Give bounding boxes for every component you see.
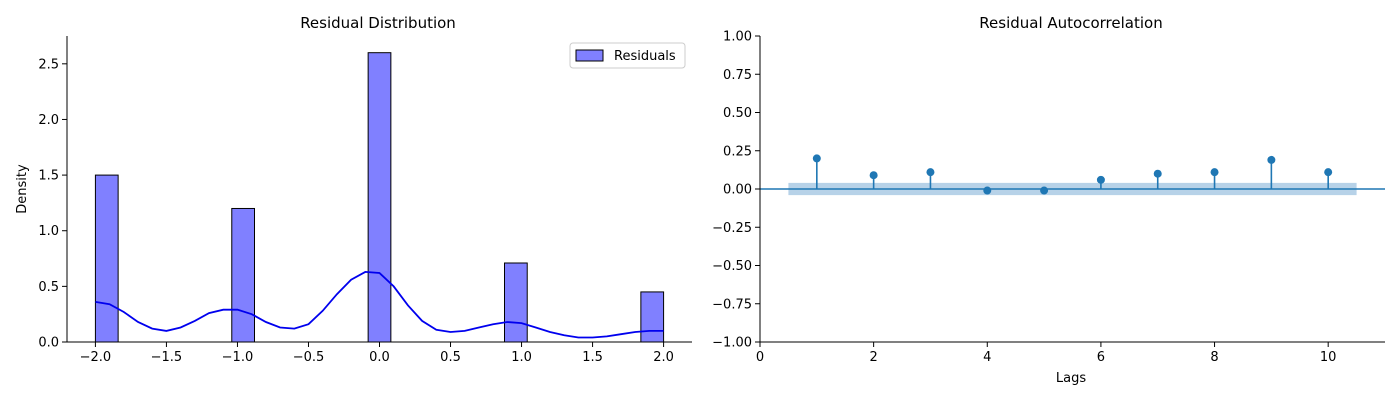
y-tick-label: 0.75 <box>723 68 752 83</box>
histogram-bar <box>94 174 119 343</box>
chart-title: Residual Autocorrelation <box>979 14 1162 32</box>
residual-distribution-chart: Residual Distribution Density −2.0 −1.5 −1… <box>15 14 692 365</box>
y-tick-label: 1.00 <box>723 30 752 45</box>
x-tick-label: 4 <box>983 350 991 365</box>
histogram-bar <box>640 291 665 343</box>
acf-marker <box>1153 169 1162 178</box>
y-tick-label: 0.50 <box>723 106 752 121</box>
x-tick-label: −1.0 <box>222 350 254 365</box>
y-tick-label: 1.0 <box>38 224 59 239</box>
acf-marker <box>926 168 935 177</box>
acf-marker <box>1267 155 1276 164</box>
y-tick-label: 0.0 <box>38 336 59 351</box>
x-tick-label: 6 <box>1097 350 1105 365</box>
legend: Residuals <box>569 42 686 69</box>
acf-marker <box>1324 168 1333 177</box>
acf-marker <box>1210 168 1219 177</box>
acf-marker <box>1096 175 1105 184</box>
x-tick-label: −0.5 <box>293 350 325 365</box>
acf-marker <box>869 171 878 180</box>
acf-marker <box>1040 186 1049 195</box>
plot-area: −2.0 −1.5 −1.0 −0.5 0.0 0.5 1.0 1.5 2.0 0.0 0.5 1.0… <box>38 36 692 365</box>
x-tick-label: 8 <box>1210 350 1218 365</box>
x-tick-label: 2.0 <box>653 350 674 365</box>
x-tick-label: 0.0 <box>369 350 390 365</box>
x-tick-label: −2.0 <box>80 350 112 365</box>
residual-autocorrelation-chart: Residual Autocorrelation Lags 0 2 4 6 8 10 −1.… <box>712 14 1385 386</box>
legend-frame <box>569 42 686 69</box>
legend-swatch <box>575 49 604 62</box>
x-tick-label: 10 <box>1320 350 1337 365</box>
x-tick-label: 1.5 <box>582 350 603 365</box>
kde-line <box>95 270 664 339</box>
chart-title: Residual Distribution <box>300 14 456 32</box>
y-tick-label: 0.00 <box>723 183 752 198</box>
histogram-bar <box>231 207 255 343</box>
y-tick-label: −0.50 <box>712 259 752 274</box>
histogram-bar <box>504 262 528 343</box>
x-tick-label: 0 <box>756 350 764 365</box>
plot-area: 0 2 4 6 8 10 −1.00 −0.75 −0.50 −0.25 0.00 0.25 0.50 0… <box>712 30 1385 365</box>
y-axis-label: Density <box>15 164 30 214</box>
acf-marker <box>812 154 821 163</box>
x-axis-label: Lags <box>1056 371 1086 386</box>
y-tick-label: 1.5 <box>38 169 59 184</box>
y-tick-label: 0.5 <box>38 280 59 295</box>
histogram-bar <box>367 52 392 343</box>
x-tick-label: 2 <box>869 350 877 365</box>
y-tick-label: −1.00 <box>712 336 752 351</box>
y-tick-label: 2.0 <box>38 113 59 128</box>
legend-label: Residuals <box>614 49 676 64</box>
y-tick-label: −0.75 <box>712 297 752 312</box>
acf-marker <box>983 186 992 195</box>
x-tick-label: 1.0 <box>511 350 532 365</box>
x-tick-label: 0.5 <box>440 350 461 365</box>
y-tick-label: 0.25 <box>723 144 752 159</box>
x-tick-label: −1.5 <box>151 350 183 365</box>
y-tick-label: −0.25 <box>712 221 752 236</box>
y-tick-label: 2.5 <box>38 57 59 72</box>
